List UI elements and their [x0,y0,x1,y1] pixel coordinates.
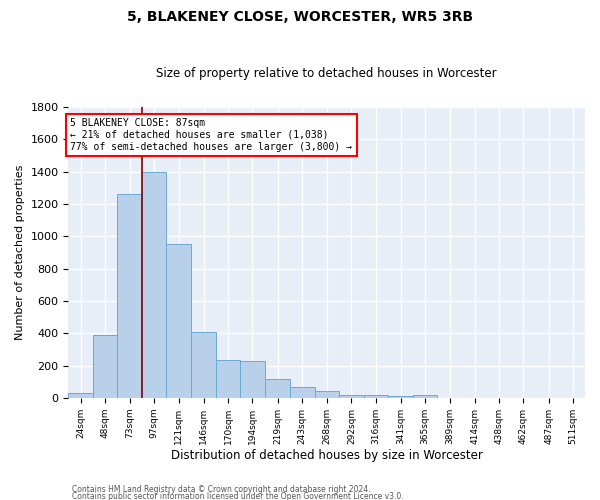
Bar [388,396,413,398]
Text: Contains public sector information licensed under the Open Government Licence v3: Contains public sector information licen… [72,492,404,500]
Bar [92,335,118,398]
Bar [166,244,191,398]
Text: Contains HM Land Registry data © Crown copyright and database right 2024.: Contains HM Land Registry data © Crown c… [72,486,371,494]
Bar [290,386,314,398]
Bar [265,380,290,398]
Bar [118,194,142,398]
Y-axis label: Number of detached properties: Number of detached properties [15,165,25,340]
Bar [364,396,388,398]
Text: 5 BLAKENEY CLOSE: 87sqm
← 21% of detached houses are smaller (1,038)
77% of semi: 5 BLAKENEY CLOSE: 87sqm ← 21% of detache… [70,118,352,152]
Bar [240,360,265,398]
Bar [216,360,240,398]
Text: 5, BLAKENEY CLOSE, WORCESTER, WR5 3RB: 5, BLAKENEY CLOSE, WORCESTER, WR5 3RB [127,10,473,24]
Bar [68,393,92,398]
X-axis label: Distribution of detached houses by size in Worcester: Distribution of detached houses by size … [171,450,482,462]
Bar [413,396,437,398]
Bar [142,172,166,398]
Title: Size of property relative to detached houses in Worcester: Size of property relative to detached ho… [157,66,497,80]
Bar [191,332,216,398]
Bar [314,390,340,398]
Bar [340,396,364,398]
